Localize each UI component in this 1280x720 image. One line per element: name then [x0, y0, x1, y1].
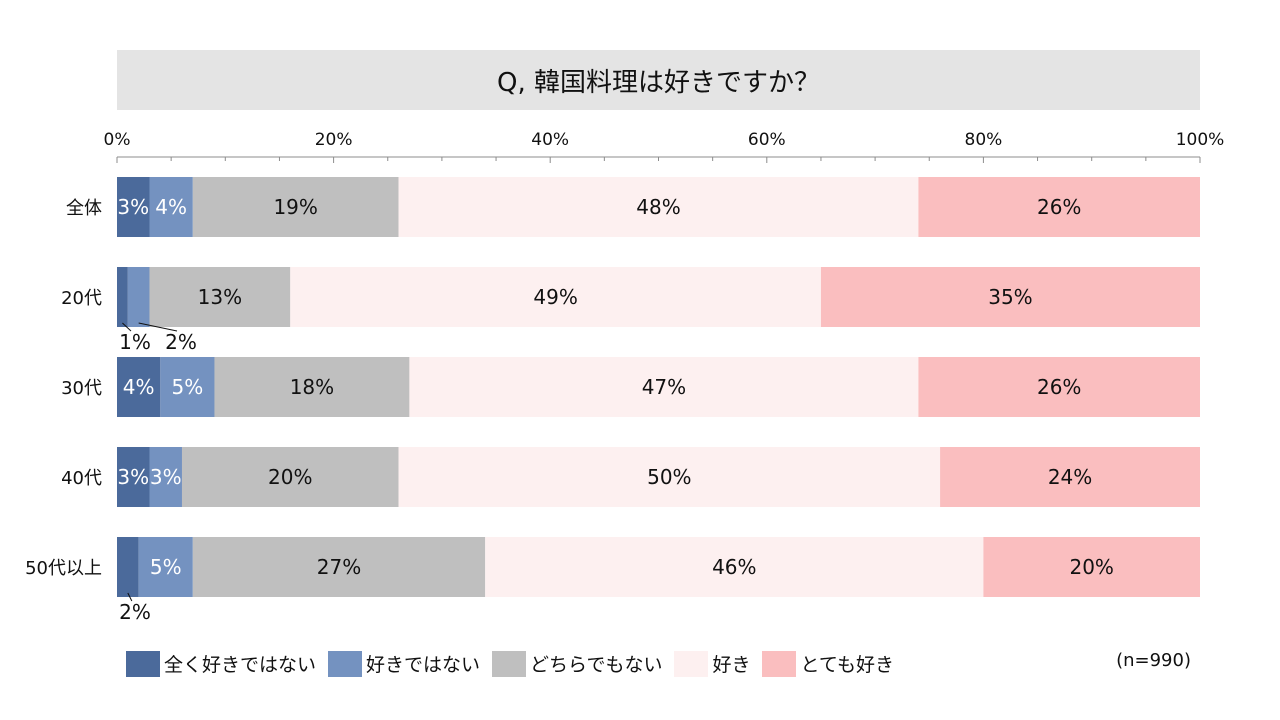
bar-segment — [160, 357, 215, 417]
category-label: 30代 — [61, 378, 102, 399]
data-label: 3% — [117, 195, 149, 219]
legend-label: 好きではない — [366, 654, 481, 676]
data-label: 49% — [533, 285, 577, 309]
bar-segment — [149, 447, 182, 507]
data-label: 46% — [712, 555, 756, 579]
data-label-leader — [122, 322, 132, 332]
legend-item: 全く好きではない — [126, 650, 316, 677]
data-label: 5% — [172, 375, 204, 399]
legend-label: とても好き — [800, 654, 894, 676]
data-label: 20% — [1069, 555, 1113, 579]
bar-segment — [117, 357, 161, 417]
legend-swatch — [492, 650, 527, 677]
bar-segment — [138, 537, 193, 597]
legend-item: どちらでもない — [492, 650, 662, 677]
x-tick-label: 20% — [315, 130, 353, 150]
category-label: 20代 — [61, 288, 102, 309]
bar-segment — [149, 177, 193, 237]
bar-segment — [117, 537, 139, 597]
bar-segment — [117, 267, 128, 327]
data-label-leader — [127, 592, 133, 602]
category-label: 50代以上 — [25, 558, 102, 579]
data-label: 47% — [642, 375, 686, 399]
chart-legend: 全く好きではない 好きではない どちらでもない 好き とても好き — [126, 650, 906, 677]
data-label: 50% — [647, 465, 691, 489]
category-label: 40代 — [61, 468, 102, 489]
bar-segment — [127, 267, 150, 327]
data-label: 48% — [636, 195, 680, 219]
legend-label: 全く好きではない — [164, 654, 317, 676]
chart-title: Q, 韓国料理は好きですか？ — [497, 67, 820, 98]
data-label: 35% — [988, 285, 1032, 309]
data-label: 2% — [119, 600, 151, 624]
x-tick-label: 80% — [965, 130, 1003, 150]
data-label: 27% — [317, 555, 361, 579]
legend-label: どちらでもない — [530, 654, 663, 676]
sample-size-note: (n=990) — [1116, 650, 1191, 671]
legend-swatch — [762, 650, 797, 677]
bar-segment — [181, 447, 399, 507]
bar-segment — [149, 267, 291, 327]
data-label: 26% — [1037, 375, 1081, 399]
data-label: 5% — [150, 555, 182, 579]
bar-segment — [290, 267, 821, 327]
data-label: 19% — [273, 195, 317, 219]
bar-segment — [214, 357, 410, 417]
data-label-leader — [138, 322, 178, 332]
data-label: 24% — [1048, 465, 1092, 489]
data-label: 4% — [155, 195, 187, 219]
bar-segment — [192, 537, 486, 597]
legend-item: 好き — [674, 650, 750, 677]
data-label: 26% — [1037, 195, 1081, 219]
data-label: 2% — [165, 330, 197, 354]
bar-segment — [820, 267, 1200, 327]
bar-segment — [117, 447, 150, 507]
legend-label: 好き — [712, 654, 751, 676]
bar-segment — [398, 177, 919, 237]
bar-segment — [398, 447, 941, 507]
x-tick-label: 60% — [748, 130, 786, 150]
bar-segment — [918, 357, 1200, 417]
data-label: 20% — [268, 465, 312, 489]
bar-segment — [940, 447, 1200, 507]
data-label: 13% — [198, 285, 242, 309]
bar-segment — [485, 537, 984, 597]
bar-segment — [192, 177, 399, 237]
legend-item: とても好き — [762, 650, 894, 677]
category-label: 全体 — [66, 198, 102, 219]
bar-segment — [918, 177, 1200, 237]
legend-swatch — [674, 650, 709, 677]
x-tick-label: 100% — [1176, 130, 1225, 150]
bar-segment — [117, 177, 150, 237]
bar-segment — [983, 537, 1200, 597]
chart-title-box: Q, 韓国料理は好きですか？ — [117, 50, 1200, 110]
x-tick-label: 40% — [531, 130, 569, 150]
data-label: 18% — [290, 375, 334, 399]
bar-segment — [409, 357, 919, 417]
legend-item: 好きではない — [328, 650, 480, 677]
data-label: 3% — [117, 465, 149, 489]
data-label: 4% — [123, 375, 155, 399]
x-tick-label: 0% — [104, 130, 131, 150]
legend-swatch — [328, 650, 363, 677]
data-label: 1% — [119, 330, 151, 354]
legend-swatch — [126, 650, 160, 677]
data-label: 3% — [150, 465, 182, 489]
